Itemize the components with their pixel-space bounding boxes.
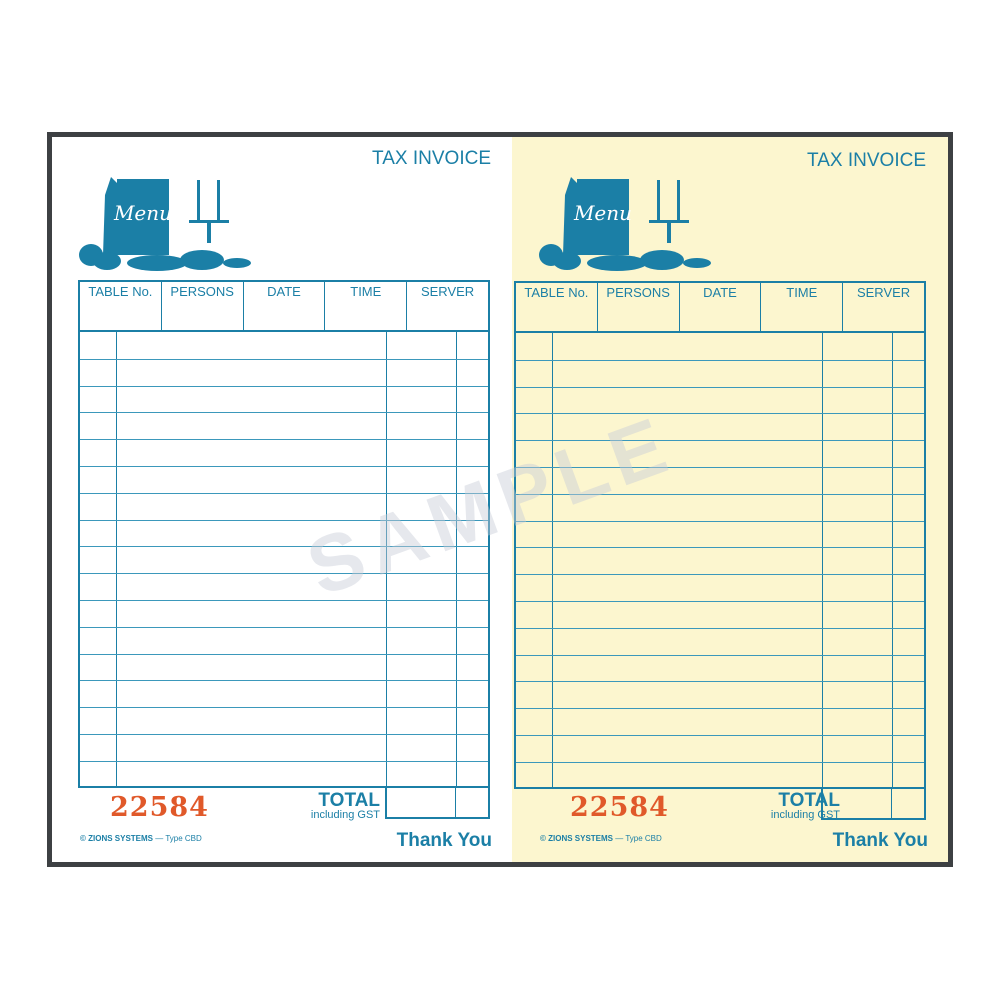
item-row-line [80, 466, 488, 467]
item-row-line [516, 708, 924, 710]
header-date: DATE [680, 283, 762, 331]
item-row-line [516, 681, 924, 683]
item-row-line [516, 761, 924, 763]
item-row-line [80, 439, 488, 441]
menu-logo-icon: Menu [539, 177, 711, 271]
header-persons: PERSONS [162, 282, 244, 330]
invoice-title: TAX INVOICE [372, 148, 491, 169]
item-row-line [80, 573, 488, 575]
item-row-line [80, 358, 488, 360]
total-box [821, 789, 926, 820]
item-row-line [80, 734, 488, 735]
thank-you: Thank You [396, 830, 492, 851]
item-row-line [80, 626, 488, 628]
order-grid: TABLE No. PERSONS DATE TIME SERVER [514, 281, 926, 820]
item-row-line [80, 385, 488, 387]
header-table-no: TABLE No. [516, 283, 598, 331]
total-label: TOTAL including GST [770, 790, 840, 821]
line-items [78, 332, 490, 788]
header-persons: PERSONS [598, 283, 680, 331]
item-row-line [516, 440, 924, 442]
header-row: TABLE No. PERSONS DATE TIME SERVER [514, 281, 926, 333]
item-row-line [516, 467, 924, 468]
invoice-page-original: TAX INVOICE Menu TABLE No. PERSONS DATE … [52, 137, 512, 862]
invoice-number: 22584 [570, 792, 669, 823]
item-row-line [516, 520, 924, 522]
svg-text:Menu: Menu [573, 201, 632, 225]
invoice-page-copy: TAX INVOICE Menu TABLE No. PERSONS DATE … [512, 137, 948, 862]
item-row-line [516, 547, 924, 549]
item-row-line [80, 653, 488, 655]
item-row-line [80, 600, 488, 601]
item-row-line [80, 680, 488, 682]
header-date: DATE [244, 282, 326, 330]
item-row-line [80, 492, 488, 494]
total-label: TOTAL including GST [310, 790, 380, 821]
item-row-line [516, 627, 924, 629]
item-row-line [516, 386, 924, 388]
svg-text:Menu: Menu [113, 201, 172, 225]
item-row-line [80, 707, 488, 709]
invoice-number: 22584 [110, 792, 209, 823]
printer-credit: © ZIONS SYSTEMS — Type CBD [540, 834, 662, 843]
thank-you: Thank You [832, 830, 928, 851]
item-row-line [80, 519, 488, 521]
header-row: TABLE No. PERSONS DATE TIME SERVER [78, 280, 490, 332]
item-row-line [80, 546, 488, 548]
invoice-book: TAX INVOICE Menu TABLE No. PERSONS DATE … [47, 132, 953, 867]
item-row-line [516, 493, 924, 495]
line-items [514, 333, 926, 789]
item-row-line [516, 654, 924, 656]
item-row-line [516, 359, 924, 361]
header-time: TIME [761, 283, 844, 331]
item-row-line [516, 735, 924, 736]
invoice-title: TAX INVOICE [807, 150, 926, 171]
header-table-no: TABLE No. [80, 282, 162, 330]
item-row-line [516, 574, 924, 576]
order-grid: TABLE No. PERSONS DATE TIME SERVER [78, 280, 490, 819]
printer-credit: © ZIONS SYSTEMS — Type CBD [80, 834, 202, 843]
header-server: SERVER [856, 285, 911, 300]
item-row-line [516, 413, 924, 415]
item-row-line [80, 760, 488, 762]
header-server: SERVER [420, 284, 475, 299]
item-row-line [516, 601, 924, 602]
total-box [385, 788, 490, 819]
header-time: TIME [325, 282, 408, 330]
item-row-line [80, 412, 488, 414]
menu-logo-icon: Menu [79, 177, 251, 271]
